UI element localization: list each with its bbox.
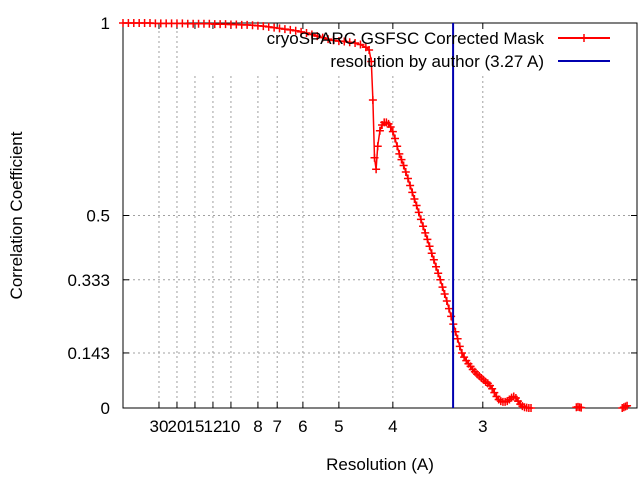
x-tick-label: 7 <box>272 417 281 436</box>
fsc-point <box>386 122 395 131</box>
x-tick-label: 15 <box>185 417 204 436</box>
fsc-point <box>340 37 349 46</box>
fsc-point <box>365 45 374 54</box>
fsc-point <box>440 290 449 299</box>
fsc-point <box>307 30 316 39</box>
x-tick-label: 4 <box>388 417 397 436</box>
fsc-point <box>393 142 402 151</box>
fsc-point <box>455 342 464 351</box>
x-tick-label: 30 <box>150 417 169 436</box>
x-tick-label: 8 <box>253 417 262 436</box>
fsc-point <box>313 32 322 41</box>
fsc-point <box>373 142 382 151</box>
y-tick-label: 0.333 <box>67 271 110 290</box>
fsc-point <box>427 249 436 258</box>
fsc-point <box>388 127 397 136</box>
x-tick-label: 3 <box>478 417 487 436</box>
fsc-point <box>397 155 406 164</box>
fsc-point <box>453 334 462 343</box>
fsc-point <box>436 275 445 284</box>
fsc-point <box>527 404 536 412</box>
fsc-point <box>416 215 425 224</box>
fsc-point <box>370 153 379 162</box>
fsc-point <box>329 36 338 45</box>
fsc-point <box>621 402 630 411</box>
y-tick-label: 0.5 <box>86 207 110 226</box>
x-axis-label: Resolution (A) <box>326 455 434 474</box>
fsc-point <box>577 403 586 412</box>
y-axis-label: Correlation Coefficient <box>7 131 26 299</box>
fsc-point <box>302 29 311 38</box>
fsc-point <box>412 201 421 210</box>
fsc-point <box>345 38 354 47</box>
fsc-point <box>391 134 400 143</box>
x-tick-label: 20 <box>168 417 187 436</box>
legend: cryoSPARC GSFSC Corrected Mask resolution… <box>267 29 610 71</box>
fsc-point <box>406 181 415 190</box>
fsc-point <box>286 25 295 34</box>
fsc-point <box>421 228 430 237</box>
legend-label: resolution by author (3.27 A) <box>330 52 544 71</box>
fsc-point <box>367 57 376 66</box>
fsc-point <box>401 167 410 176</box>
fsc-point <box>264 22 273 31</box>
fsc-point <box>438 283 447 292</box>
fsc-point <box>291 26 300 35</box>
legend-marker <box>580 34 588 42</box>
fsc-point <box>280 25 289 34</box>
y-tick-label: 1 <box>101 14 110 33</box>
x-tick-label: 12 <box>203 417 222 436</box>
fsc-point <box>410 194 419 203</box>
fsc-point <box>372 165 381 174</box>
x-tick-label: 10 <box>221 417 240 436</box>
fsc-point <box>275 24 284 33</box>
legend-label: cryoSPARC GSFSC Corrected Mask <box>267 29 545 48</box>
fsc-point <box>270 23 279 32</box>
fsc-point <box>297 27 306 36</box>
fsc-point <box>395 149 404 158</box>
fsc-point <box>623 401 632 410</box>
fsc-point <box>259 22 268 31</box>
fsc-point <box>442 296 451 305</box>
fsc-point <box>356 40 365 49</box>
fsc-point <box>318 33 327 42</box>
fsc-point <box>444 304 453 313</box>
fsc-point <box>425 242 434 251</box>
fsc-point <box>408 188 417 197</box>
y-tick-label: 0 <box>101 399 110 418</box>
grid <box>123 23 637 408</box>
series-layer <box>119 19 632 412</box>
fsc-point <box>368 96 377 104</box>
fsc-point <box>429 255 438 264</box>
x-tick-label: 6 <box>298 417 307 436</box>
fsc-point <box>414 208 423 217</box>
x-tick-label: 5 <box>334 417 343 436</box>
fsc-point <box>434 269 443 278</box>
fsc-point <box>399 161 408 170</box>
fsc-point <box>324 35 333 44</box>
fsc-point <box>351 39 360 48</box>
y-tick-label: 0.143 <box>67 344 110 363</box>
fsc-point <box>403 174 412 183</box>
fsc-point <box>375 126 384 135</box>
fsc-point <box>419 222 428 231</box>
fsc-point <box>432 262 441 271</box>
fsc-point <box>423 235 432 244</box>
fsc-point <box>457 348 466 357</box>
